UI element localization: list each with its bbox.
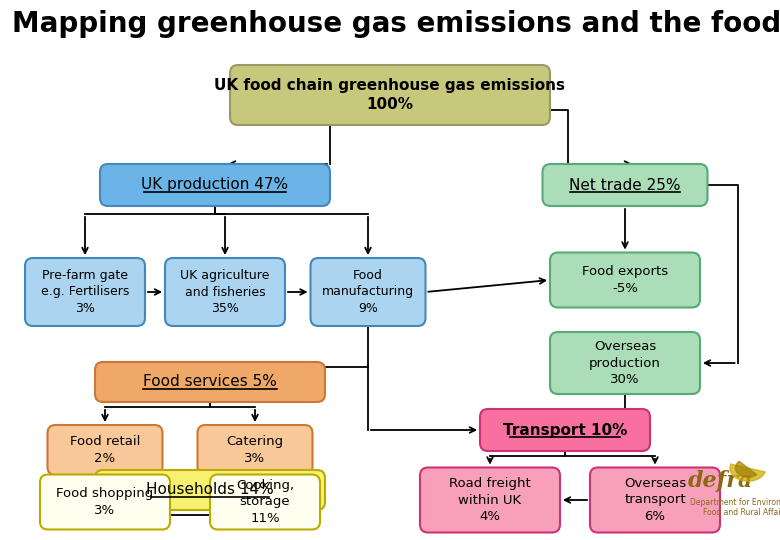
FancyBboxPatch shape: [420, 468, 560, 532]
FancyBboxPatch shape: [210, 475, 320, 530]
FancyBboxPatch shape: [480, 409, 650, 451]
FancyBboxPatch shape: [48, 425, 162, 475]
FancyBboxPatch shape: [40, 475, 170, 530]
Text: Mapping greenhouse gas emissions and the food chain: Mapping greenhouse gas emissions and the…: [12, 10, 780, 38]
Text: UK food chain greenhouse gas emissions
100%: UK food chain greenhouse gas emissions 1…: [215, 78, 566, 112]
Text: UK agriculture
and fisheries
35%: UK agriculture and fisheries 35%: [180, 269, 270, 315]
FancyBboxPatch shape: [543, 164, 707, 206]
FancyBboxPatch shape: [590, 468, 720, 532]
Text: Road freight
within UK
4%: Road freight within UK 4%: [449, 477, 531, 523]
Polygon shape: [730, 464, 765, 481]
Polygon shape: [736, 461, 757, 477]
FancyBboxPatch shape: [100, 164, 330, 206]
Text: Department for Environment
Food and Rural Affairs: Department for Environment Food and Rura…: [690, 498, 780, 517]
FancyBboxPatch shape: [95, 362, 325, 402]
Text: Food services 5%: Food services 5%: [143, 375, 277, 389]
Text: Catering
3%: Catering 3%: [226, 435, 284, 465]
Text: Net trade 25%: Net trade 25%: [569, 178, 681, 192]
Text: Food shopping
3%: Food shopping 3%: [56, 487, 154, 517]
Text: defra: defra: [687, 470, 753, 492]
FancyBboxPatch shape: [25, 258, 145, 326]
FancyBboxPatch shape: [230, 65, 550, 125]
Text: UK production 47%: UK production 47%: [141, 178, 289, 192]
Text: Overseas
production
30%: Overseas production 30%: [589, 340, 661, 386]
Text: Overseas
transport
6%: Overseas transport 6%: [624, 477, 686, 523]
Text: Transport 10%: Transport 10%: [503, 422, 627, 437]
Text: Cooking,
storage
11%: Cooking, storage 11%: [236, 479, 294, 525]
Text: Food exports
-5%: Food exports -5%: [582, 265, 668, 295]
FancyBboxPatch shape: [165, 258, 285, 326]
FancyBboxPatch shape: [550, 332, 700, 394]
Text: Food retail
2%: Food retail 2%: [70, 435, 140, 465]
FancyBboxPatch shape: [95, 470, 325, 510]
Text: Food
manufacturing
9%: Food manufacturing 9%: [322, 269, 414, 315]
FancyBboxPatch shape: [310, 258, 426, 326]
Text: Pre-farm gate
e.g. Fertilisers
3%: Pre-farm gate e.g. Fertilisers 3%: [41, 269, 129, 315]
FancyBboxPatch shape: [550, 253, 700, 307]
FancyBboxPatch shape: [197, 425, 313, 475]
Text: Households 14%: Households 14%: [146, 483, 274, 497]
